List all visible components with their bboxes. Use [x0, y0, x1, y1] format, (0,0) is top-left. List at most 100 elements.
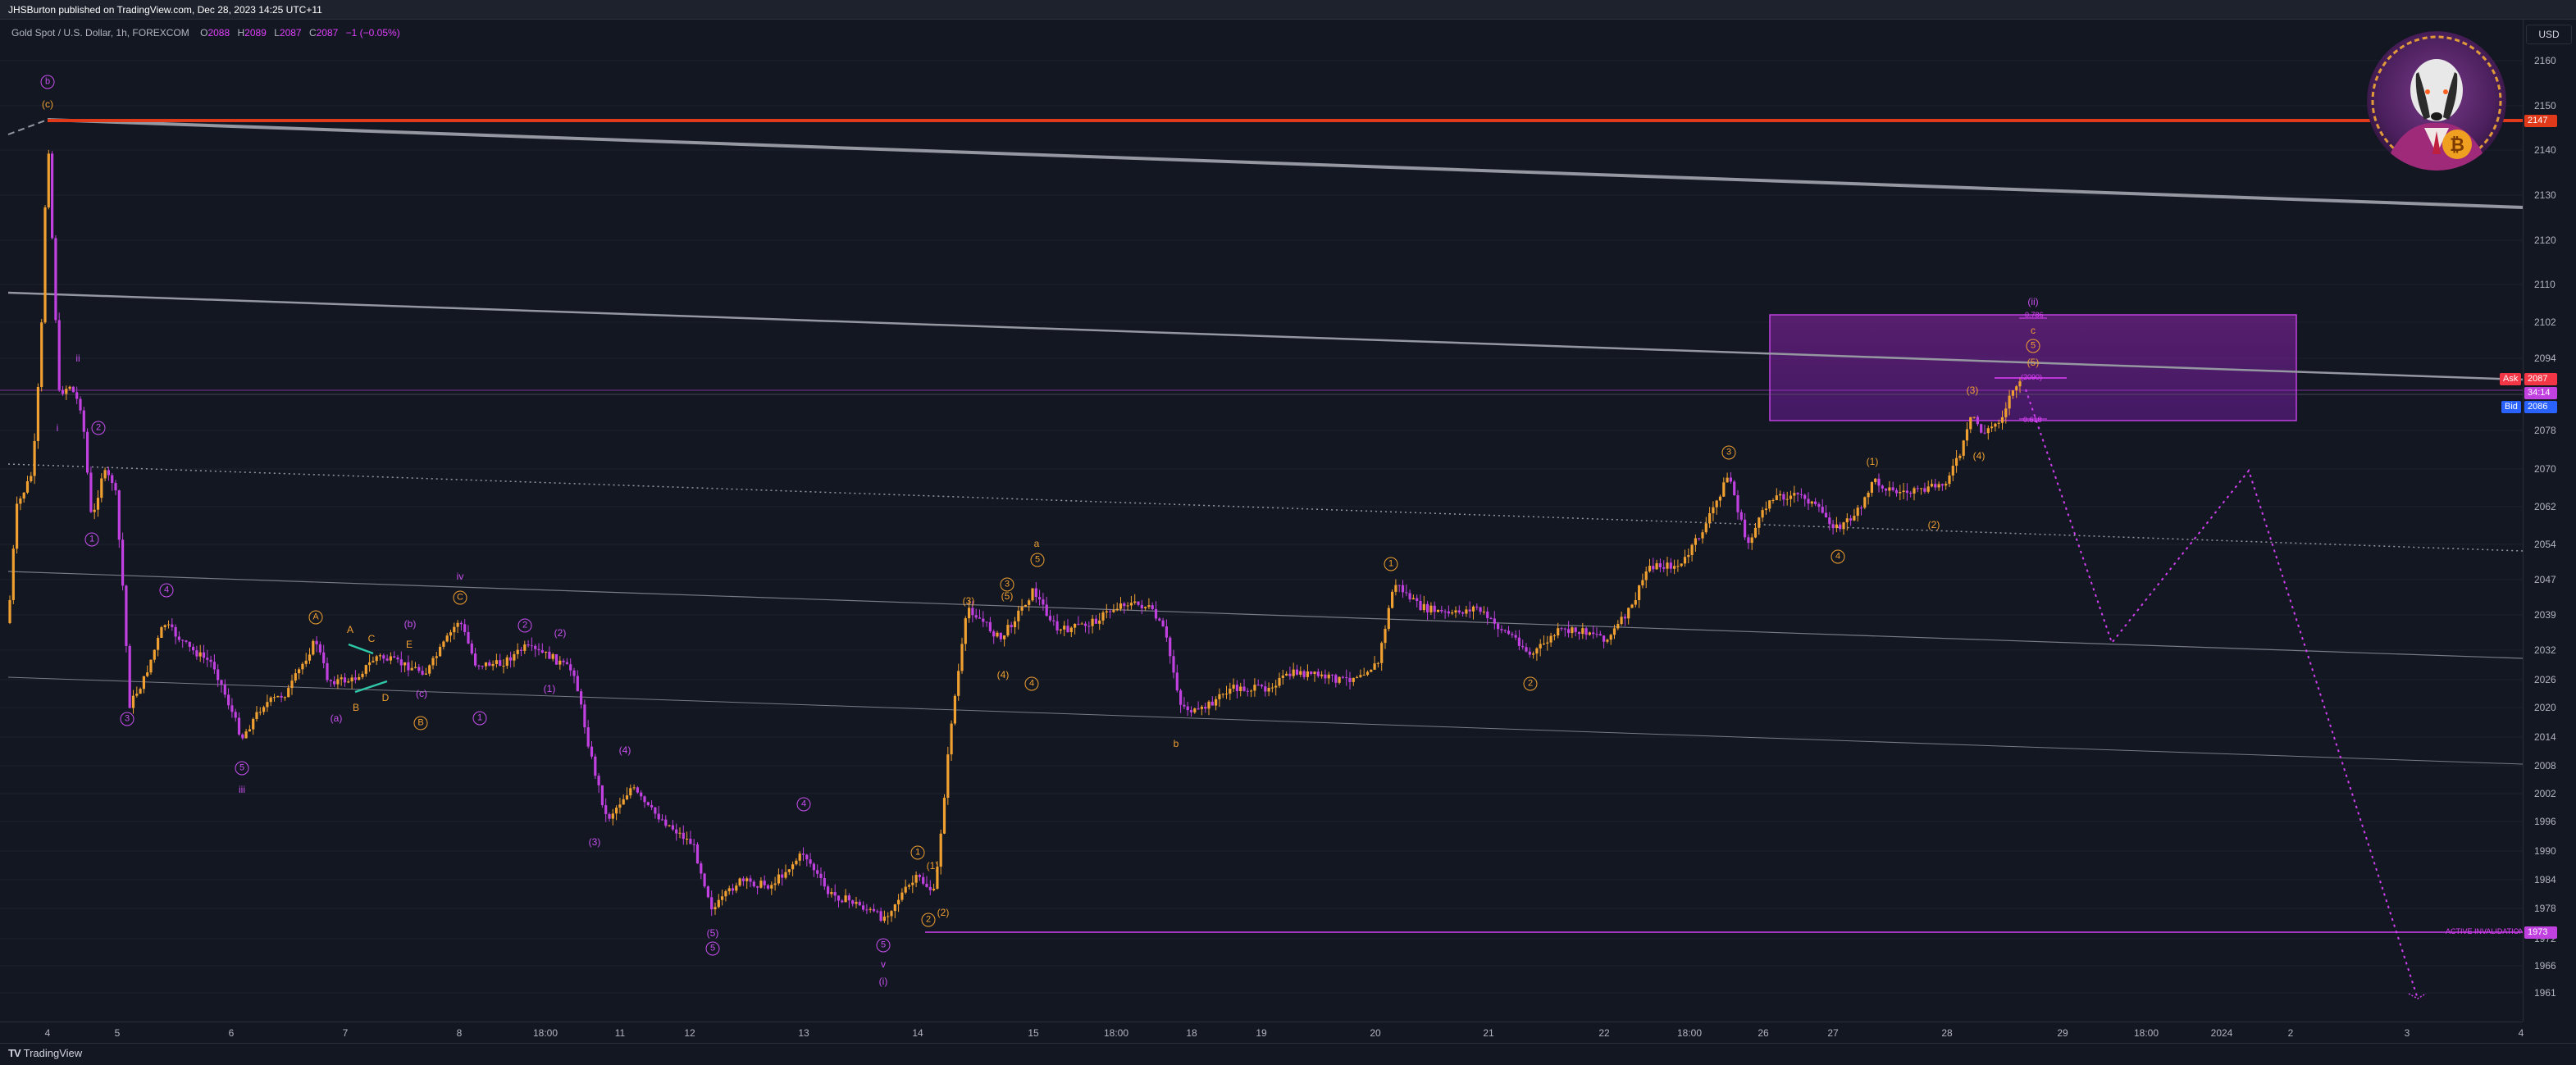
wave-label[interactable]: 2 [517, 618, 532, 633]
wave-label[interactable]: 5 [705, 941, 720, 956]
wave-label[interactable]: (4) [1972, 450, 1986, 462]
wave-label[interactable]: 1 [84, 532, 99, 547]
candle-body [1574, 627, 1577, 632]
wave-label[interactable]: 3 [120, 712, 134, 726]
wave-label[interactable]: 1 [910, 845, 925, 860]
candle-body [244, 731, 248, 739]
upper-trend-line[interactable] [47, 118, 2523, 209]
channel-bottom-line[interactable] [7, 676, 2523, 765]
target-zone-box[interactable] [1769, 314, 2297, 421]
wave-label[interactable]: 5 [2026, 339, 2040, 353]
candle-body [1440, 609, 1443, 612]
candle-body [928, 886, 932, 890]
wave-label[interactable]: (c) [416, 688, 427, 699]
candle-body [1874, 478, 1877, 483]
wave-label[interactable]: (4) [618, 744, 631, 756]
wave-label[interactable]: 3 [1721, 445, 1736, 460]
candle-body [1229, 688, 1232, 694]
candle-body [1715, 500, 1718, 507]
wave-label[interactable]: b [1173, 738, 1179, 749]
candle-body [1186, 706, 1189, 711]
time-tick-label: 26 [1758, 1027, 1769, 1039]
wave-label[interactable]: v [881, 958, 886, 970]
wave-label[interactable]: A [308, 610, 323, 625]
candle-body [978, 617, 982, 619]
price-axis[interactable] [2523, 20, 2576, 1022]
candle-body [294, 673, 297, 681]
wave-label[interactable]: (2) [937, 907, 950, 918]
wave-label[interactable]: C [453, 590, 467, 605]
candle-body [1031, 588, 1034, 601]
tradingview-logo[interactable]: TV TradingView [8, 1047, 83, 1059]
wave-label[interactable]: 2 [91, 421, 106, 435]
channel-lower-line[interactable] [7, 571, 2523, 659]
candle-body [1144, 607, 1147, 609]
price-chart-canvas[interactable] [0, 20, 2523, 1022]
wave-label[interactable]: b [40, 75, 55, 89]
wave-label[interactable]: (3) [588, 836, 601, 848]
wave-label[interactable]: (2) [1927, 519, 1940, 530]
wave-label[interactable]: (a) [330, 712, 343, 724]
wave-label[interactable]: (5) [706, 927, 719, 939]
wave-label[interactable]: C [367, 633, 376, 644]
wave-label[interactable]: (1) [1866, 456, 1879, 467]
time-tick-label: 4 [44, 1027, 51, 1039]
wave-label[interactable]: 4 [1831, 549, 1845, 564]
mid-trend-line[interactable] [7, 291, 2523, 381]
candle-body [410, 667, 413, 671]
candle-body [999, 632, 1002, 639]
wave-label[interactable]: 2 [921, 913, 936, 927]
wave-label[interactable]: iv [456, 571, 464, 582]
wave-label[interactable]: 4 [1024, 676, 1039, 691]
wave-label[interactable]: A [346, 624, 354, 635]
wave-label[interactable]: i [56, 422, 59, 434]
wave-label[interactable]: (i) [878, 976, 888, 987]
wave-label[interactable]: 5 [1030, 553, 1045, 567]
symbol-legend[interactable]: Gold Spot / U.S. Dollar, 1h, FOREXCOM O2… [11, 27, 400, 39]
wave-label[interactable]: (5) [2027, 357, 2040, 368]
wave-label[interactable]: 5 [876, 938, 891, 953]
wave-label[interactable]: (5) [1001, 590, 1014, 602]
wave-label[interactable]: 4 [796, 797, 811, 812]
wave-label[interactable]: 5 [235, 761, 249, 776]
wave-label[interactable]: (4) [996, 669, 1010, 680]
wave-label[interactable]: 1 [1384, 557, 1398, 571]
candle-body [918, 875, 921, 877]
wave-label[interactable]: (1) [926, 860, 939, 872]
wave-label[interactable]: B [352, 702, 360, 713]
wave-label[interactable]: 2 [1523, 676, 1538, 691]
time-axis[interactable] [0, 1022, 2523, 1043]
candle-body [1489, 617, 1493, 619]
currency-selector[interactable]: USD [2526, 25, 2572, 44]
wave-label[interactable]: (c) [42, 98, 53, 110]
candle-body [858, 902, 861, 906]
price-tick-label: 2062 [2534, 501, 2556, 512]
wave-label[interactable]: (3) [962, 595, 975, 607]
candle-body [1327, 674, 1330, 679]
candle-body [1694, 538, 1697, 545]
candle-body [103, 470, 107, 479]
wave-label[interactable]: 4 [159, 583, 174, 598]
wave-label[interactable]: B [413, 716, 428, 730]
channel-dotted-line[interactable] [7, 463, 2523, 552]
candle-body [608, 813, 611, 819]
wave-label[interactable]: iii [239, 784, 245, 795]
wave-label[interactable]: (1) [543, 683, 556, 694]
wave-label[interactable]: 1 [472, 711, 487, 726]
wave-projection-path[interactable] [2025, 389, 2419, 999]
candle-body [527, 644, 530, 646]
wave-label[interactable]: (3) [1966, 385, 1979, 396]
candle-body [509, 657, 513, 661]
wave-label[interactable]: 3 [1000, 577, 1014, 592]
wave-label[interactable]: ii [75, 353, 80, 364]
wave-label[interactable]: E [405, 639, 413, 650]
wave-label[interactable]: c [2031, 325, 2036, 336]
symbol-name[interactable]: Gold Spot / U.S. Dollar, 1h, FOREXCOM [11, 27, 189, 39]
wave-label[interactable]: a [1033, 538, 1040, 549]
wave-label[interactable]: (2) [554, 627, 567, 639]
wave-label[interactable]: (ii) [2027, 296, 2039, 307]
wave-label[interactable]: (b) [403, 618, 417, 630]
candle-body [773, 883, 777, 885]
wave-label[interactable]: D [381, 692, 390, 703]
candle-body [1641, 580, 1644, 585]
